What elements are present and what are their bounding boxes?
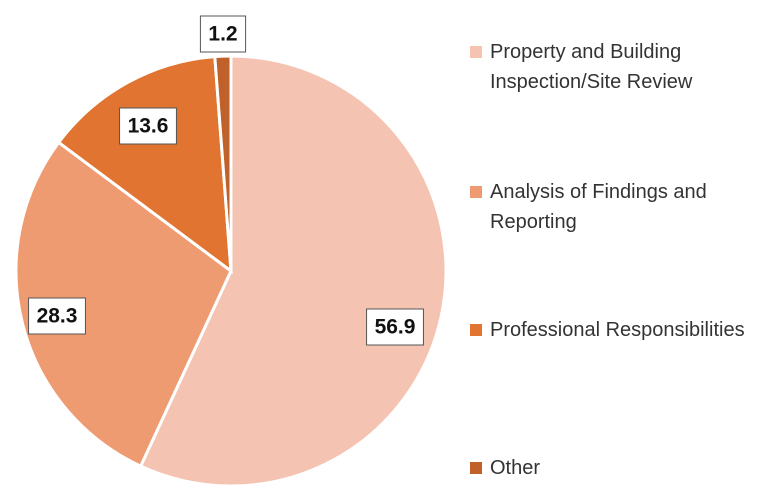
data-label: 28.3 xyxy=(37,305,78,328)
legend-swatch xyxy=(470,186,482,198)
data-label-box xyxy=(366,308,424,346)
data-label-box xyxy=(199,15,247,53)
legend-label: Other xyxy=(490,457,541,479)
pie-slice xyxy=(56,55,233,275)
legend-entry: Property and Building Inspection/Site Re… xyxy=(470,37,770,97)
legend-swatch xyxy=(470,46,482,58)
data-label: 1.2 xyxy=(208,23,237,46)
data-label: 56.9 xyxy=(375,316,416,339)
legend-swatch xyxy=(470,324,482,336)
legend-entry: Analysis of Findings and Reporting xyxy=(470,177,770,237)
pie-slice xyxy=(138,54,448,487)
pie-slice xyxy=(213,54,233,272)
data-label: 13.6 xyxy=(128,115,169,138)
legend-label: Professional Responsibilities xyxy=(490,319,745,341)
legend-label: Analysis of Findings and Reporting xyxy=(490,181,707,233)
pie-slice xyxy=(14,140,233,469)
legend-entry: Other xyxy=(470,453,770,483)
data-label-box xyxy=(119,107,177,145)
legend-label: Property and Building Inspection/Site Re… xyxy=(490,41,693,93)
data-label-box xyxy=(28,297,86,335)
legend-entry: Professional Responsibilities xyxy=(470,315,770,345)
legend-swatch xyxy=(470,462,482,474)
